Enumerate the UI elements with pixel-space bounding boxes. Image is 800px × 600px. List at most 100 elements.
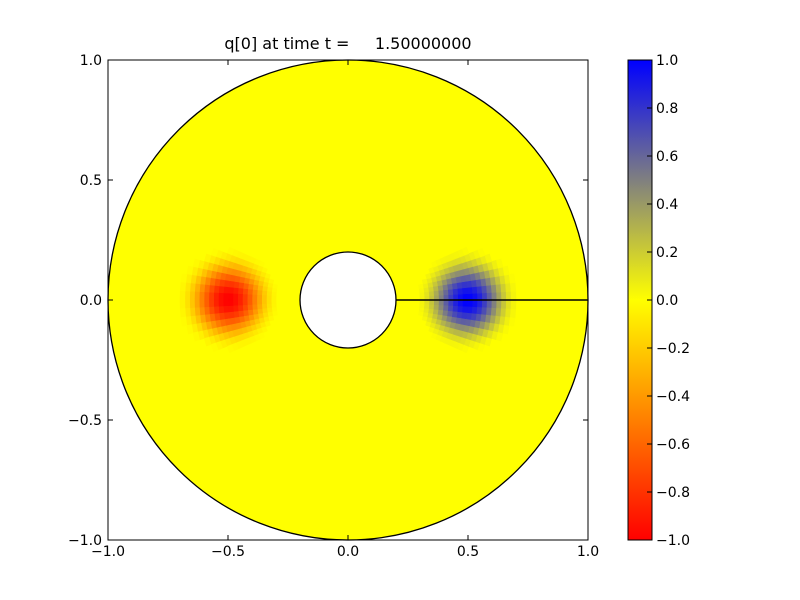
y-tick-label: 0.5 <box>80 173 102 189</box>
field-cell <box>501 299 507 309</box>
field-cell <box>194 299 200 309</box>
field-cell <box>505 291 512 301</box>
field-cell <box>491 299 498 309</box>
x-tick-label: 0.0 <box>337 544 359 560</box>
field-cell <box>510 299 517 310</box>
field-cell <box>443 299 450 306</box>
field-cell <box>256 294 263 301</box>
field-cell <box>476 285 483 294</box>
field-cell <box>208 292 215 301</box>
field-cell <box>481 299 488 308</box>
field-cell <box>232 305 239 313</box>
field-cell <box>226 344 235 354</box>
field-cell <box>222 293 229 301</box>
x-tick-label: −1.0 <box>91 544 125 560</box>
plot-area: −1.0 −0.5 0.0 0.5 1.0 −1.0 −0.5 0.0 0.5 1.0 <box>68 53 599 560</box>
field-cell <box>438 299 445 306</box>
field-cell <box>477 248 486 258</box>
field-cell <box>256 299 263 306</box>
x-tick-label: 1.0 <box>577 544 599 560</box>
field-cell <box>477 292 483 301</box>
field-cell <box>213 299 219 308</box>
field-cell <box>509 308 517 318</box>
field-cell <box>203 284 210 294</box>
field-cell <box>246 299 253 306</box>
field-heatmap <box>108 60 588 540</box>
field-cell <box>203 299 210 308</box>
colorbar-tick-label: 1.0 <box>656 53 678 69</box>
field-cell <box>453 293 459 301</box>
field-cell <box>189 299 195 309</box>
field-cell <box>266 299 272 305</box>
y-tick-label: 0.0 <box>80 293 102 309</box>
field-cell <box>270 295 277 301</box>
field-cell <box>502 265 510 276</box>
field-cell <box>270 291 277 297</box>
field-cell <box>227 287 234 295</box>
field-cell <box>443 304 449 311</box>
field-cell <box>251 294 258 301</box>
field-cell <box>256 304 263 310</box>
field-cell <box>179 282 187 292</box>
field-cell <box>462 305 469 313</box>
field-cell <box>461 246 470 256</box>
field-cell <box>428 303 435 310</box>
field-cell <box>247 289 253 296</box>
field-cell <box>481 292 488 301</box>
field-cell <box>496 299 502 309</box>
y-axis: −1.0 −0.5 0.0 0.5 1.0 <box>68 53 588 549</box>
field-cell <box>452 305 459 312</box>
field-cell <box>246 294 253 301</box>
field-cell <box>457 287 464 295</box>
field-cell <box>218 299 224 308</box>
field-cell <box>419 303 426 309</box>
field-background <box>108 60 588 540</box>
colorbar-tick-label: −0.6 <box>656 437 690 453</box>
field-cell <box>471 306 478 314</box>
field-cell <box>462 299 469 307</box>
field-cell <box>261 286 268 292</box>
field-cell <box>508 273 516 284</box>
field-cell <box>424 303 430 309</box>
field-cell <box>486 299 493 308</box>
y-tick-label: −1.0 <box>68 533 102 549</box>
colorbar-tick-label: −0.8 <box>656 485 690 501</box>
colorbar-tick-label: 0.2 <box>656 245 678 261</box>
field-cell <box>261 295 267 301</box>
field-cell <box>203 292 210 301</box>
field-cell <box>208 299 215 308</box>
field-cell <box>457 299 464 307</box>
colorbar-tick-label: −0.4 <box>656 389 690 405</box>
field-cell <box>179 299 186 310</box>
field-cell <box>218 306 225 314</box>
field-cell <box>261 299 267 305</box>
field-cell <box>198 291 205 301</box>
field-cell <box>232 293 239 301</box>
field-cell <box>213 292 219 301</box>
field-cell <box>462 287 469 295</box>
field-cell <box>453 299 459 307</box>
field-cell <box>223 305 229 314</box>
field-cell <box>467 305 473 314</box>
field-cell <box>477 299 483 308</box>
field-cell <box>242 299 248 306</box>
colorbar-tick-label: 0.0 <box>656 293 678 309</box>
field-cell <box>467 293 474 301</box>
field-cell <box>501 291 507 301</box>
field-cell <box>208 285 215 294</box>
field-cell <box>481 285 488 294</box>
field-cell <box>184 299 191 309</box>
field-cell <box>237 305 244 312</box>
field-cell <box>505 299 512 309</box>
field-cell <box>486 306 493 316</box>
field-cell <box>251 304 258 311</box>
field-cell <box>213 306 220 315</box>
x-axis: −1.0 −0.5 0.0 0.5 1.0 <box>91 60 599 560</box>
field-cell <box>447 288 454 296</box>
field-cell <box>232 287 239 295</box>
colorbar-tick-label: −0.2 <box>656 341 690 357</box>
field-cell <box>237 293 243 301</box>
field-cell <box>261 290 268 297</box>
chart-title: q[0] at time t = 1.50000000 <box>224 34 471 53</box>
